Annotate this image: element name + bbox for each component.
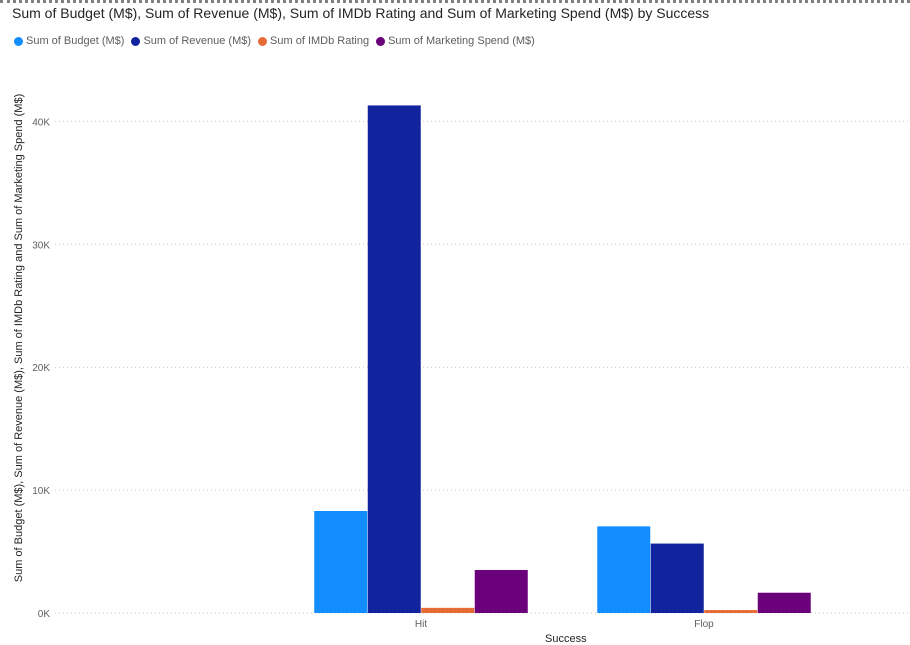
- x-tick-label-hit: Hit: [415, 619, 427, 630]
- y-tick-label: 40K: [32, 117, 50, 128]
- bar-flop-budget[interactable]: [597, 526, 651, 613]
- legend-item-marketing[interactable]: Sum of Marketing Spend (M$): [376, 35, 535, 47]
- x-axis-ticks: Hit Flop: [415, 619, 714, 630]
- bar-hit-revenue[interactable]: [367, 105, 421, 613]
- bar-hit-budget[interactable]: [314, 510, 368, 613]
- y-tick-label: 30K: [32, 240, 50, 251]
- legend-label-revenue: Sum of Revenue (M$): [143, 35, 252, 47]
- bars: [314, 105, 811, 613]
- bar-hit-marketing[interactable]: [474, 569, 528, 613]
- bar-flop-revenue[interactable]: [650, 543, 704, 613]
- legend-label-imdb: Sum of IMDb Rating: [270, 35, 370, 47]
- y-tick-label: 0K: [38, 609, 51, 620]
- x-tick-label-flop: Flop: [694, 619, 714, 630]
- legend-item-budget[interactable]: Sum of Budget (M$): [14, 35, 124, 47]
- bar-flop-marketing[interactable]: [757, 592, 811, 613]
- legend-marker-imdb: [258, 36, 268, 46]
- legend-label-marketing: Sum of Marketing Spend (M$): [388, 35, 535, 47]
- gridlines: [55, 120, 910, 614]
- legend-marker-budget: [14, 36, 23, 46]
- legend-label-budget: Sum of Budget (M$): [26, 35, 125, 47]
- y-tick-label: 10K: [32, 486, 50, 497]
- bar-hit-imdb[interactable]: [421, 607, 475, 613]
- legend: Sum of Budget (M$) Sum of Revenue (M$) S…: [14, 33, 542, 49]
- bar-flop-imdb[interactable]: [704, 610, 758, 613]
- legend-item-imdb[interactable]: Sum of IMDb Rating: [258, 35, 369, 47]
- chart-title: Sum of Budget (M$), Sum of Revenue (M$),…: [12, 5, 710, 21]
- y-axis-ticks: 0K 10K 20K 30K 40K: [32, 117, 50, 620]
- legend-marker-revenue: [131, 36, 141, 46]
- legend-item-revenue[interactable]: Sum of Revenue (M$): [131, 35, 251, 47]
- legend-marker-marketing: [376, 36, 386, 46]
- visual-top-border: [0, 0, 910, 3]
- y-tick-label: 20K: [32, 363, 50, 374]
